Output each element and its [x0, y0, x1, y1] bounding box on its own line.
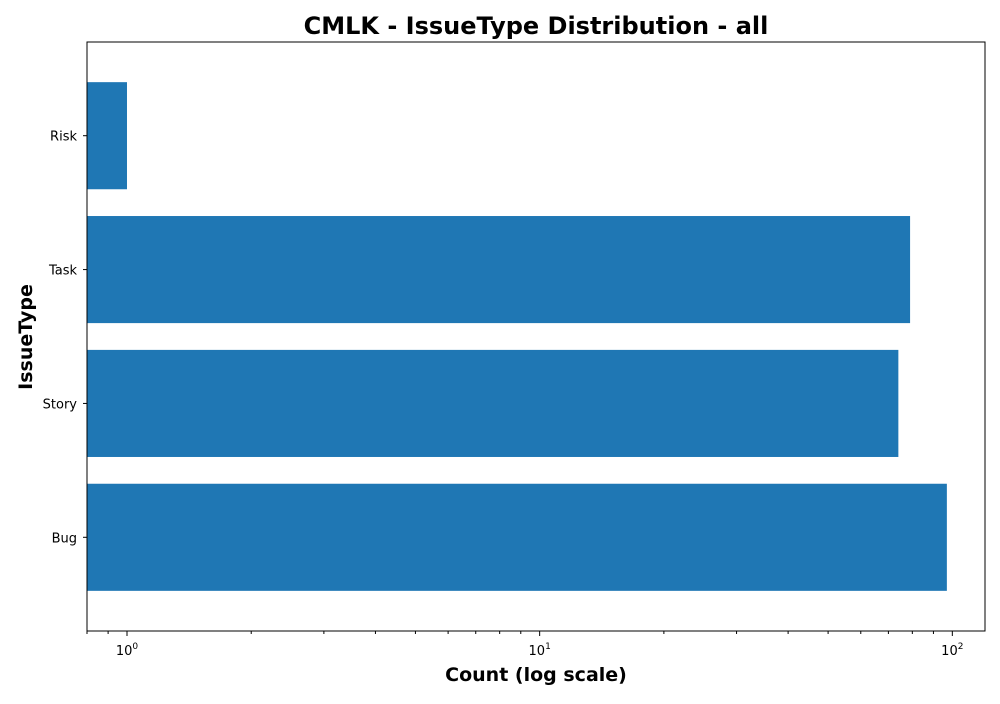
y-tick-label: Story	[43, 397, 78, 412]
chart-title: CMLK - IssueType Distribution - all	[304, 12, 769, 40]
x-tick-label: 101	[529, 642, 551, 659]
y-axis-label: IssueType	[15, 284, 37, 390]
bar-task	[87, 216, 911, 324]
x-axis-label: Count (log scale)	[445, 664, 627, 686]
plot-frame	[86, 41, 986, 632]
bars-layer	[87, 82, 947, 591]
y-tick-label: Task	[48, 264, 78, 279]
x-tick-label: 102	[941, 642, 963, 659]
x-tick-label: 100	[116, 642, 139, 659]
y-tick-label: Risk	[50, 130, 77, 145]
bar-story	[87, 349, 899, 457]
y-tick-label: Bug	[52, 531, 77, 546]
bar-risk	[87, 82, 127, 190]
bar-bug	[87, 483, 947, 591]
ticks-layer: Bug Story Task Risk 100 101 102	[43, 130, 964, 659]
